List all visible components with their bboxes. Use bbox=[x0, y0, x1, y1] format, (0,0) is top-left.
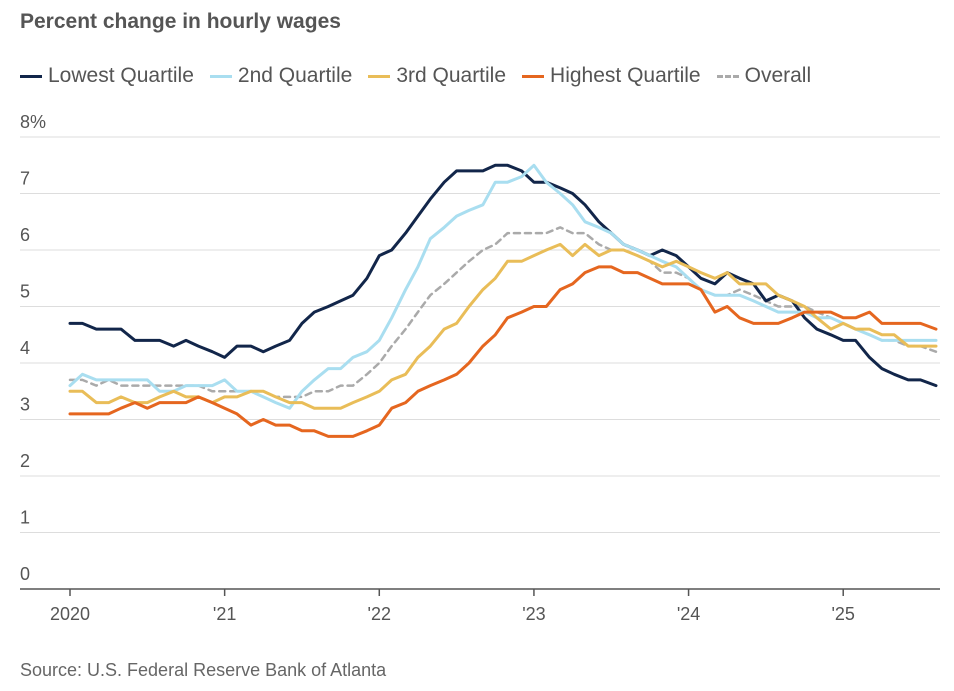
y-tick-label: 8% bbox=[20, 112, 46, 132]
y-tick-label: 5 bbox=[20, 282, 30, 302]
x-tick-label: '22 bbox=[368, 604, 391, 624]
x-tick-label: '24 bbox=[677, 604, 700, 624]
legend-swatch-lowest-quartile bbox=[20, 74, 42, 78]
series-lines bbox=[68, 163, 938, 438]
series-line-lowest-quartile bbox=[68, 163, 938, 388]
grid-lines bbox=[20, 136, 940, 533]
y-tick-label: 0 bbox=[20, 564, 30, 584]
y-tick-label: 3 bbox=[20, 395, 30, 415]
legend-swatch-2nd-quartile bbox=[209, 74, 232, 78]
y-axis-tick-labels: 0 1 2 3 4 5 6 7 8% bbox=[20, 112, 46, 584]
legend-label-overall: Overall bbox=[744, 64, 812, 87]
x-tick-label: '21 bbox=[213, 604, 236, 624]
y-tick-label: 4 bbox=[20, 338, 30, 358]
x-tick-label: '25 bbox=[831, 604, 854, 624]
legend-label-3rd-quartile: 3rd Quartile bbox=[396, 64, 507, 87]
x-tick-label: 2020 bbox=[50, 604, 90, 624]
x-axis bbox=[20, 588, 940, 596]
y-tick-label: 6 bbox=[20, 225, 30, 245]
legend-label-highest-quartile: Highest Quartile bbox=[550, 64, 701, 87]
legend-item-overall: Overall bbox=[716, 64, 812, 88]
y-tick-label: 1 bbox=[20, 508, 30, 528]
legend-swatch-highest-quartile bbox=[522, 74, 545, 78]
series-line-overall bbox=[68, 226, 938, 399]
legend-item-2nd-quartile: 2nd Quartile bbox=[209, 64, 353, 88]
legend-item-lowest-quartile: Lowest Quartile bbox=[20, 64, 194, 88]
legend-swatch-3rd-quartile bbox=[368, 74, 391, 78]
source-note: Source: U.S. Federal Reserve Bank of Atl… bbox=[20, 660, 387, 680]
legend-swatch-overall bbox=[716, 74, 739, 78]
legend-item-highest-quartile: Highest Quartile bbox=[522, 64, 701, 88]
legend-label-2nd-quartile: 2nd Quartile bbox=[237, 64, 353, 87]
legend: Lowest Quartile 2nd Quartile 3rd Quartil… bbox=[20, 64, 827, 88]
x-tick-label: '23 bbox=[522, 604, 545, 624]
series-line-highest-quartile bbox=[68, 265, 938, 438]
series-line-3rd-quartile bbox=[68, 242, 938, 410]
y-tick-label: 2 bbox=[20, 451, 30, 471]
legend-item-3rd-quartile: 3rd Quartile bbox=[368, 64, 506, 88]
chart-title: Percent change in hourly wages bbox=[20, 10, 341, 33]
x-axis-tick-labels: 2020 '21 '22 '23 '24 '25 bbox=[50, 604, 855, 624]
legend-label-lowest-quartile: Lowest Quartile bbox=[48, 64, 194, 87]
series-line-2nd-quartile bbox=[68, 163, 938, 410]
y-tick-label: 7 bbox=[20, 169, 30, 189]
